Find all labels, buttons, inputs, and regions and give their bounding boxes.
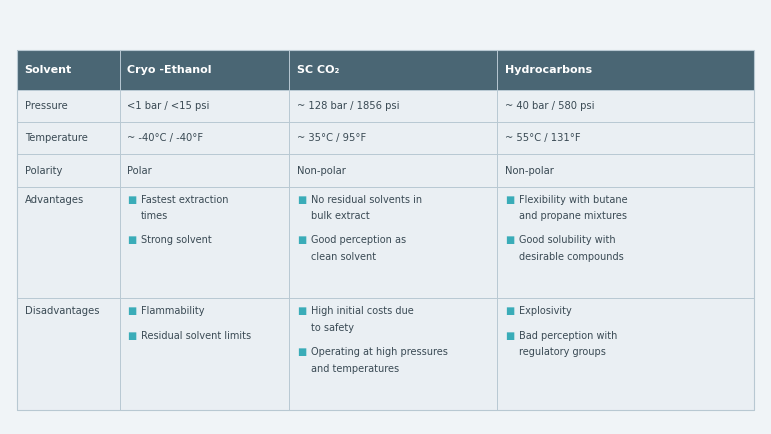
Text: High initial costs due: High initial costs due	[311, 306, 413, 316]
Text: ~ -40°C / -40°F: ~ -40°C / -40°F	[127, 133, 204, 143]
Text: ■: ■	[505, 194, 514, 204]
Bar	[497, 155, 754, 187]
Text: Explosivity: Explosivity	[519, 306, 571, 316]
Text: Non-polar: Non-polar	[297, 166, 345, 176]
Bar	[17, 89, 120, 122]
Text: bulk extract: bulk extract	[311, 211, 369, 221]
Text: desirable compounds: desirable compounds	[519, 252, 624, 262]
Text: and temperatures: and temperatures	[311, 364, 399, 374]
Text: ■: ■	[297, 347, 306, 357]
Text: ■: ■	[127, 306, 136, 316]
Text: ■: ■	[127, 235, 136, 245]
Text: Fastest extraction: Fastest extraction	[141, 194, 228, 204]
Bar	[120, 299, 289, 410]
Text: ■: ■	[127, 194, 136, 204]
Bar	[497, 89, 754, 122]
Text: Strong solvent: Strong solvent	[141, 235, 212, 245]
Bar	[497, 187, 754, 299]
Text: ■: ■	[297, 194, 306, 204]
Text: Polarity: Polarity	[25, 166, 62, 176]
Text: ■: ■	[505, 235, 514, 245]
Text: Operating at high pressures: Operating at high pressures	[311, 347, 448, 357]
Text: No residual solvents in: No residual solvents in	[311, 194, 422, 204]
Text: ~ 40 bar / 580 psi: ~ 40 bar / 580 psi	[505, 101, 594, 111]
Text: Good solubility with: Good solubility with	[519, 235, 615, 245]
Text: times: times	[141, 211, 168, 221]
Bar	[289, 299, 497, 410]
Bar	[120, 89, 289, 122]
Bar	[120, 187, 289, 299]
Bar	[120, 50, 289, 89]
Text: to safety: to safety	[311, 323, 354, 333]
Text: Disadvantages: Disadvantages	[25, 306, 99, 316]
Bar	[17, 50, 754, 410]
Text: Flammability: Flammability	[141, 306, 204, 316]
Bar	[120, 122, 289, 155]
Bar	[289, 50, 497, 89]
Bar	[120, 155, 289, 187]
Text: ~ 128 bar / 1856 psi: ~ 128 bar / 1856 psi	[297, 101, 399, 111]
Text: Residual solvent limits: Residual solvent limits	[141, 331, 251, 341]
Bar	[17, 50, 120, 89]
Text: regulatory groups: regulatory groups	[519, 347, 606, 357]
Bar	[17, 122, 120, 155]
Text: Polar: Polar	[127, 166, 152, 176]
Text: ■: ■	[297, 306, 306, 316]
Text: ~ 55°C / 131°F: ~ 55°C / 131°F	[505, 133, 581, 143]
Text: ■: ■	[127, 331, 136, 341]
Text: Good perception as: Good perception as	[311, 235, 406, 245]
Text: Cryo -Ethanol: Cryo -Ethanol	[127, 65, 212, 75]
Text: Advantages: Advantages	[25, 194, 84, 204]
Text: SC CO₂: SC CO₂	[297, 65, 339, 75]
Bar	[17, 299, 120, 410]
Bar	[497, 122, 754, 155]
Text: Flexibility with butane: Flexibility with butane	[519, 194, 628, 204]
Bar	[497, 50, 754, 89]
Text: Solvent: Solvent	[25, 65, 72, 75]
Text: and propane mixtures: and propane mixtures	[519, 211, 627, 221]
Text: Temperature: Temperature	[25, 133, 88, 143]
Bar	[289, 122, 497, 155]
Text: ■: ■	[297, 235, 306, 245]
Text: Hydrocarbons: Hydrocarbons	[505, 65, 592, 75]
Text: ■: ■	[505, 331, 514, 341]
Text: Non-polar: Non-polar	[505, 166, 554, 176]
Bar	[289, 187, 497, 299]
Text: clean solvent: clean solvent	[311, 252, 375, 262]
Text: ■: ■	[505, 306, 514, 316]
Text: ~ 35°C / 95°F: ~ 35°C / 95°F	[297, 133, 366, 143]
Text: Bad perception with: Bad perception with	[519, 331, 618, 341]
Bar	[289, 89, 497, 122]
Bar	[289, 155, 497, 187]
Text: Pressure: Pressure	[25, 101, 67, 111]
Bar	[497, 299, 754, 410]
Bar	[17, 155, 120, 187]
Text: <1 bar / <15 psi: <1 bar / <15 psi	[127, 101, 210, 111]
Bar	[17, 187, 120, 299]
